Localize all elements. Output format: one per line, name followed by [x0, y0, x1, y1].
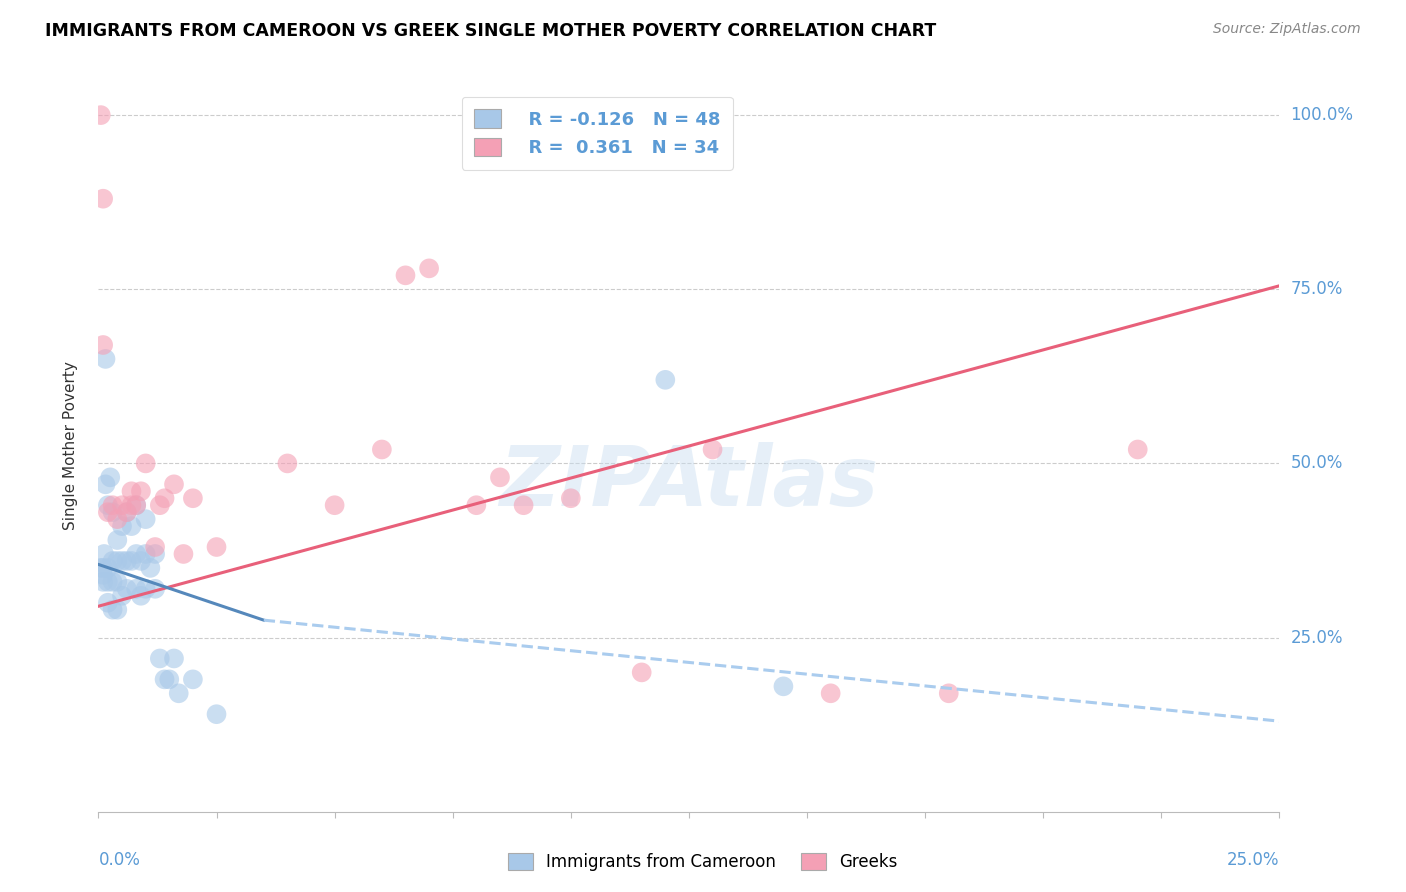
Point [465, 498, 488, 512]
Point [97, 505, 120, 519]
Point [97, 574, 120, 589]
Point [167, 686, 190, 700]
Point [129, 554, 152, 568]
Point [101, 554, 124, 568]
Point [143, 547, 166, 561]
Point [276, 457, 298, 471]
Point [702, 442, 724, 457]
Point [121, 498, 143, 512]
Point [129, 589, 152, 603]
Point [1126, 442, 1149, 457]
Point [153, 673, 176, 687]
Point [115, 505, 138, 519]
Point [772, 679, 794, 693]
Point [91, 567, 114, 582]
Y-axis label: Single Mother Poverty: Single Mother Poverty [63, 361, 77, 531]
Point [820, 686, 842, 700]
Point [115, 505, 138, 519]
Point [121, 554, 143, 568]
Point [135, 457, 157, 471]
Point [115, 554, 138, 568]
Point [129, 484, 152, 499]
Point [125, 547, 148, 561]
Point [394, 268, 416, 283]
Point [489, 470, 512, 484]
Point [105, 603, 128, 617]
Point [91, 574, 114, 589]
Point [135, 547, 157, 561]
Point [105, 533, 128, 547]
Point [111, 554, 134, 568]
Point [98, 470, 121, 484]
Text: 0.0%: 0.0% [98, 851, 141, 869]
Text: Source: ZipAtlas.com: Source: ZipAtlas.com [1213, 22, 1361, 37]
Point [105, 574, 128, 589]
Text: IMMIGRANTS FROM CAMEROON VS GREEK SINGLE MOTHER POVERTY CORRELATION CHART: IMMIGRANTS FROM CAMEROON VS GREEK SINGLE… [45, 22, 936, 40]
Point [135, 512, 157, 526]
Point [94, 477, 117, 491]
Point [143, 540, 166, 554]
Point [181, 673, 204, 687]
Legend:   R = -0.126   N = 48,   R =  0.361   N = 34: R = -0.126 N = 48, R = 0.361 N = 34 [461, 96, 733, 169]
Point [125, 498, 148, 512]
Text: ZIPAtlas: ZIPAtlas [499, 442, 879, 523]
Point [91, 561, 114, 575]
Point [101, 574, 124, 589]
Text: 100.0%: 100.0% [1291, 106, 1354, 124]
Point [135, 582, 157, 596]
Point [157, 673, 180, 687]
Point [115, 582, 138, 596]
Point [101, 505, 124, 519]
Text: 25.0%: 25.0% [1291, 629, 1343, 647]
Point [111, 519, 134, 533]
Point [121, 519, 143, 533]
Point [153, 491, 176, 506]
Text: 50.0%: 50.0% [1291, 454, 1343, 473]
Point [149, 651, 172, 665]
Point [125, 582, 148, 596]
Point [105, 554, 128, 568]
Point [143, 582, 166, 596]
Point [91, 338, 114, 352]
Point [163, 651, 186, 665]
Point [323, 498, 346, 512]
Point [105, 512, 128, 526]
Point [125, 498, 148, 512]
Point [90, 108, 112, 122]
Text: 25.0%: 25.0% [1227, 851, 1279, 869]
Point [163, 477, 186, 491]
Point [938, 686, 960, 700]
Point [97, 561, 120, 575]
Point [371, 442, 394, 457]
Point [512, 498, 534, 512]
Point [93, 547, 115, 561]
Point [205, 540, 228, 554]
Point [139, 561, 162, 575]
Point [94, 351, 117, 366]
Point [97, 498, 120, 512]
Text: 75.0%: 75.0% [1291, 280, 1343, 298]
Legend: Immigrants from Cameroon, Greeks: Immigrants from Cameroon, Greeks [499, 845, 907, 880]
Point [91, 192, 114, 206]
Point [111, 589, 134, 603]
Point [630, 665, 652, 680]
Point [121, 484, 143, 499]
Point [101, 603, 124, 617]
Point [149, 498, 172, 512]
Point [654, 373, 676, 387]
Point [101, 498, 124, 512]
Point [97, 596, 120, 610]
Point [205, 707, 228, 722]
Point [418, 261, 440, 276]
Point [560, 491, 582, 506]
Point [172, 547, 194, 561]
Point [90, 561, 112, 575]
Point [181, 491, 204, 506]
Point [111, 498, 134, 512]
